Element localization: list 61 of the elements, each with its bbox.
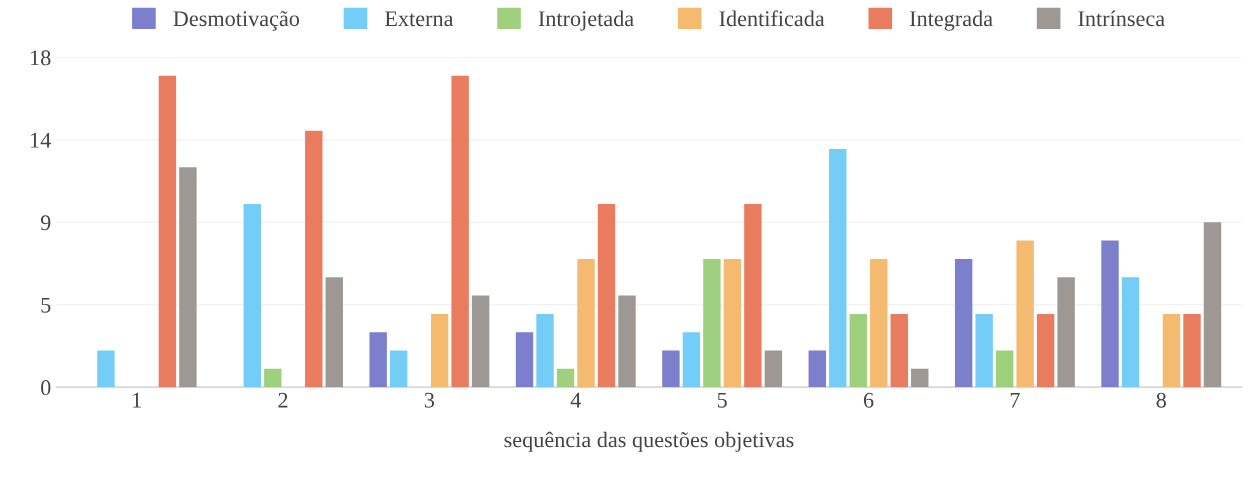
bar (536, 313, 554, 388)
bar (1121, 277, 1140, 388)
bar (870, 258, 888, 388)
bar (556, 368, 575, 388)
bar (597, 203, 616, 388)
legend-label: Integrada (909, 10, 993, 31)
x-tick-label: 3 (424, 392, 435, 408)
legend-label: Introjetada (538, 10, 634, 31)
x-tick-label: 8 (1156, 392, 1166, 408)
bar (158, 75, 177, 388)
bar (243, 203, 262, 388)
bar (1016, 240, 1034, 388)
bar (515, 332, 534, 388)
bar (954, 258, 973, 388)
bar (808, 350, 826, 388)
x-axis-title: sequência das questões objetivas (504, 431, 794, 452)
bar (764, 350, 783, 388)
y-tick-label: 9 (40, 215, 51, 231)
bar (264, 368, 282, 388)
bar (179, 167, 197, 388)
bar (1057, 277, 1075, 388)
x-tick-label: 5 (717, 392, 727, 408)
bar (849, 313, 867, 388)
bar (369, 332, 387, 388)
bar (389, 350, 408, 388)
bar (325, 277, 343, 388)
x-tick-label: 6 (863, 392, 874, 408)
bar (97, 350, 115, 388)
y-tick-label: 14 (31, 132, 51, 148)
bar (1183, 313, 1201, 388)
legend-label: Identificada (719, 10, 825, 27)
bar (975, 313, 993, 388)
bar (1036, 313, 1055, 388)
x-tick-label: 7 (1010, 392, 1020, 408)
bar (471, 295, 490, 388)
legend-label: Desmotivação (173, 10, 300, 31)
y-tick-label: 18 (31, 50, 51, 66)
x-tick-label: 2 (278, 392, 288, 408)
bar (451, 75, 469, 388)
bar (723, 258, 742, 388)
bar (1203, 222, 1222, 388)
y-tick-label: 5 (41, 297, 51, 313)
bar (744, 203, 762, 388)
y-tick-label: 0 (41, 380, 51, 396)
bar (1101, 240, 1119, 388)
bar (1162, 313, 1181, 388)
bar (305, 130, 323, 388)
bar (662, 350, 680, 388)
legend-label: Externa (385, 11, 454, 27)
bar (911, 368, 929, 388)
bar (430, 313, 449, 388)
bar (890, 313, 908, 388)
bar (682, 332, 701, 388)
x-tick-label: 4 (570, 392, 581, 408)
legend-label: Intrínseca (1078, 10, 1165, 27)
bar (618, 295, 636, 388)
bar (829, 148, 847, 388)
bar (703, 258, 721, 388)
bar (577, 258, 595, 388)
bar (995, 350, 1014, 388)
x-tick-label: 1 (133, 392, 141, 408)
